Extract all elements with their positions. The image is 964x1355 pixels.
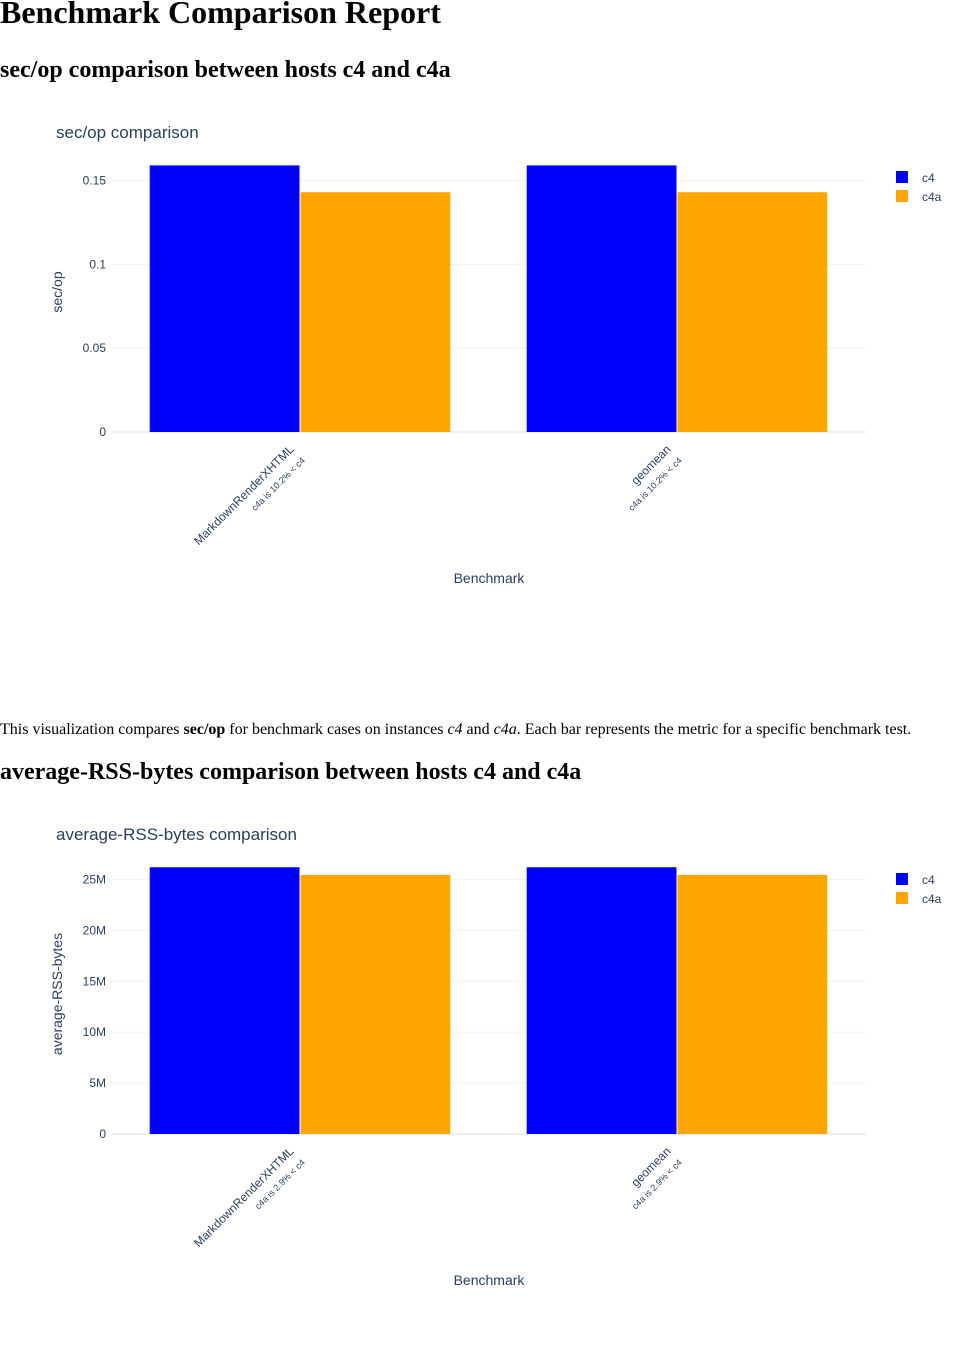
y-tick-label: 15M (83, 974, 106, 988)
x-tick-label: MarkdownRenderXHTML (191, 1144, 297, 1250)
description-text-2: for benchmark cases on instances (225, 721, 448, 738)
section-heading-secop: sec/op comparison between hosts c4 and c… (0, 57, 451, 83)
rss-comparison-chart[interactable]: average-RSS-bytes comparison 0 5M 10M 15M 20M… (0, 810, 964, 1350)
y-tick-label: 0 (99, 1127, 106, 1141)
description-text-3: and (462, 721, 494, 738)
description-host-2: c4a (493, 721, 517, 738)
bar-c4-markdownrenderxhtml[interactable] (149, 165, 300, 432)
legend-label-c4[interactable]: c4 (922, 873, 935, 887)
x-axis-title: Benchmark (454, 570, 526, 586)
y-tick-label: 20M (83, 923, 106, 937)
legend-swatch-c4a[interactable] (896, 892, 908, 904)
y-tick-label: 0.15 (83, 174, 107, 188)
chart-title: sec/op comparison (56, 123, 199, 142)
page-title: Benchmark Comparison Report (0, 0, 441, 30)
y-axis-title: average-RSS-bytes (49, 933, 65, 1055)
y-tick-label: 25M (83, 872, 106, 886)
description-text-4: . Each bar represents the metric for a s… (516, 721, 912, 738)
bar-c4a-markdownrenderxhtml[interactable] (300, 192, 451, 432)
secop-comparison-chart[interactable]: sec/op comparison 0 0.05 0.1 0.15 MarkdownRen… (0, 108, 964, 648)
bar-c4a-geomean[interactable] (677, 192, 828, 432)
section-heading-rss: average-RSS-bytes comparison between hos… (0, 759, 582, 785)
x-tick-label: MarkdownRenderXHTML (191, 442, 297, 548)
description-metric: sec/op (183, 721, 226, 738)
bar-c4-geomean[interactable] (526, 165, 677, 432)
bar-c4-geomean[interactable] (526, 867, 677, 1134)
y-tick-label: 0 (99, 425, 106, 439)
legend-label-c4a[interactable]: c4a (922, 892, 942, 906)
y-tick-label: 0.05 (83, 341, 107, 355)
chart-description: This visualization compares sec/op for b… (0, 720, 911, 740)
y-tick-label: 10M (83, 1025, 106, 1039)
legend-swatch-c4a[interactable] (896, 190, 908, 202)
bar-c4-markdownrenderxhtml[interactable] (149, 867, 300, 1134)
chart-svg: average-RSS-bytes comparison 0 5M 10M 15M 20M… (49, 825, 942, 1288)
description-text-1: This visualization compares (0, 721, 184, 738)
description-host-1: c4 (447, 721, 463, 738)
y-tick-label: 5M (89, 1076, 106, 1090)
bar-c4a-markdownrenderxhtml[interactable] (300, 874, 451, 1134)
y-tick-label: 0.1 (89, 257, 106, 271)
chart-title: average-RSS-bytes comparison (56, 825, 297, 844)
legend-swatch-c4[interactable] (896, 873, 908, 885)
x-axis-title: Benchmark (454, 1272, 526, 1288)
legend-swatch-c4[interactable] (896, 171, 908, 183)
chart-svg: sec/op comparison 0 0.05 0.1 0.15 MarkdownRen… (49, 123, 942, 586)
legend-label-c4a[interactable]: c4a (922, 190, 942, 204)
legend-label-c4[interactable]: c4 (922, 171, 935, 185)
bar-c4a-geomean[interactable] (677, 874, 828, 1134)
y-axis-title: sec/op (49, 271, 65, 312)
